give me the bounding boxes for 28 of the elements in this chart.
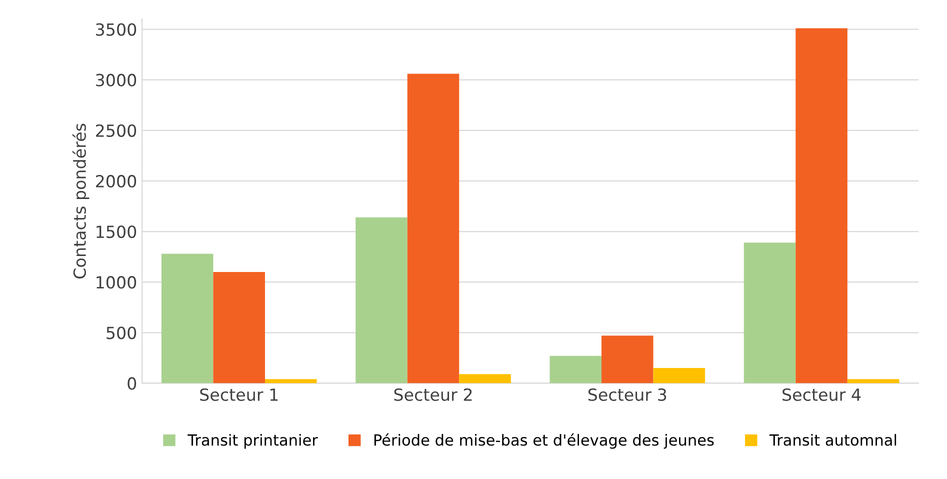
bar — [847, 379, 900, 384]
bar — [213, 272, 265, 384]
y-tick-label: 3000 — [96, 74, 136, 86]
legend-label: Transit automnal — [769, 434, 896, 446]
x-tick-label: Secteur 1 — [200, 388, 278, 401]
bar — [550, 356, 602, 384]
y-tick-label: 1500 — [96, 225, 136, 238]
bar — [265, 379, 317, 384]
legend-label: Période de mise-bas et d'élevage des jeunes — [374, 433, 714, 449]
bar — [161, 254, 214, 384]
x-tick-label: Secteur 2 — [394, 388, 472, 401]
y-tick-label: 2000 — [96, 174, 136, 188]
bar — [356, 217, 408, 384]
y-axis-title: Contacts pondérés — [72, 124, 90, 278]
bar — [744, 242, 796, 384]
y-tick-label: 0 — [128, 377, 136, 390]
legend-label: Transit printanier — [188, 434, 318, 449]
y-tick-label: 1000 — [96, 276, 136, 289]
x-tick-label: Secteur 4 — [782, 388, 861, 401]
bar — [602, 336, 654, 384]
bar — [653, 368, 706, 384]
x-tick-label: Secteur 3 — [588, 388, 666, 401]
y-tick-label: 500 — [106, 326, 136, 340]
y-tick-label: 3500 — [96, 23, 136, 36]
y-tick-label: 2500 — [96, 124, 136, 137]
bar — [407, 74, 460, 384]
bar — [796, 28, 848, 384]
bar — [459, 374, 511, 384]
